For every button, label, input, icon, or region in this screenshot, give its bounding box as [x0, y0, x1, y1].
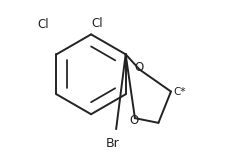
Text: Cl: Cl — [91, 17, 103, 30]
Text: Br: Br — [106, 137, 119, 150]
Text: O: O — [129, 114, 138, 127]
Text: C*: C* — [173, 87, 185, 97]
Text: Cl: Cl — [37, 18, 49, 31]
Text: O: O — [134, 61, 143, 74]
